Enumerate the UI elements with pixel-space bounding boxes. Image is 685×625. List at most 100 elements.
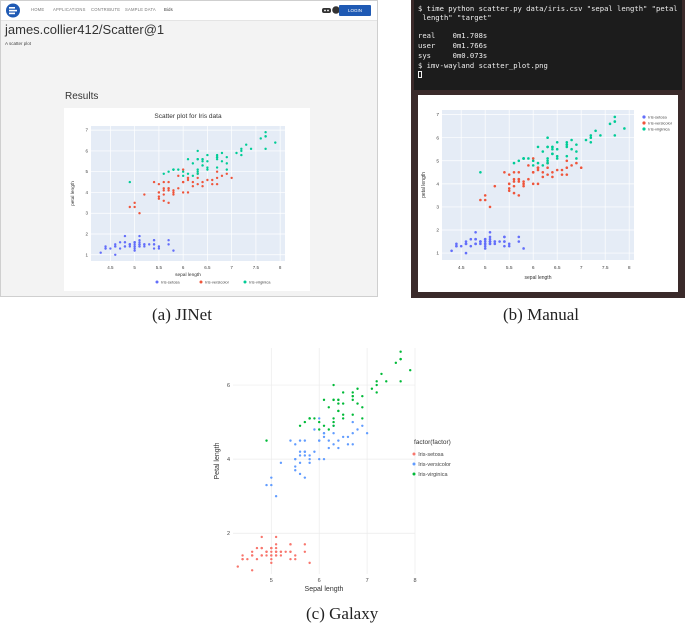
jinet-logo-icon[interactable] <box>5 3 21 18</box>
x-tick-label: 8 <box>413 578 416 584</box>
data-point-virginica <box>527 157 530 160</box>
data-point-virginica <box>565 145 569 149</box>
plot-background <box>233 348 415 574</box>
data-point-versicolor <box>177 174 180 178</box>
data-point-setosa <box>279 554 283 557</box>
data-point-versicolor <box>274 494 278 498</box>
data-point-versicolor <box>546 173 549 176</box>
data-point-setosa <box>493 240 497 243</box>
data-point-virginica <box>196 149 199 153</box>
data-point-versicolor <box>337 439 340 442</box>
data-point-setosa <box>270 561 273 565</box>
data-point-versicolor <box>327 439 330 442</box>
terminal-window[interactable]: $ time python scatter.py data/iris.csv "… <box>414 0 682 90</box>
data-point-setosa <box>488 237 492 241</box>
github-icon[interactable] <box>332 6 340 14</box>
data-point-versicolor <box>536 166 540 169</box>
data-point-setosa <box>250 554 254 557</box>
data-point-virginica <box>191 162 195 165</box>
data-point-setosa <box>522 247 525 250</box>
data-point-setosa <box>104 247 107 250</box>
data-point-virginica <box>172 168 175 171</box>
y-tick-label: 5 <box>436 158 439 164</box>
x-tick-label: 7.5 <box>253 265 260 270</box>
data-point-virginica <box>361 406 364 409</box>
data-point-versicolor <box>332 432 335 435</box>
data-point-virginica <box>589 141 593 144</box>
data-point-versicolor <box>201 185 204 188</box>
legend-marker <box>412 452 416 456</box>
nav-sample-data[interactable]: SAMPLE DATA <box>125 7 156 12</box>
data-point-virginica <box>385 380 388 383</box>
caption-c: (c) Galaxy <box>306 604 379 623</box>
data-point-virginica <box>575 143 578 146</box>
discord-icon[interactable] <box>322 7 331 14</box>
data-point-virginica <box>555 147 559 151</box>
data-point-versicolor <box>318 457 321 461</box>
x-tick-label: 5.5 <box>506 265 513 271</box>
data-point-setosa <box>250 569 254 572</box>
data-point-setosa <box>507 242 511 246</box>
y-tick-label: 4 <box>436 181 439 187</box>
legend-marker <box>243 280 247 284</box>
data-point-versicolor <box>303 439 307 442</box>
jinet-navbar: HOME APPLICATIONS CONTRIBUTE SAMPLE DATA… <box>1 1 377 21</box>
data-point-virginica <box>240 147 243 151</box>
data-point-setosa <box>469 237 473 241</box>
data-point-virginica <box>177 168 180 171</box>
data-point-virginica <box>322 398 326 402</box>
y-tick-label: 4 <box>227 457 230 463</box>
manual-scatter-chart: 4.5 5 5.5 6 6.5 7 7.5 8 1 2 3 4 5 6 7 sepal length petal… <box>421 110 673 281</box>
data-point-setosa <box>303 543 307 546</box>
login-button[interactable]: LOGIN <box>339 5 371 16</box>
data-point-virginica <box>298 424 302 428</box>
data-point-virginica <box>265 439 268 442</box>
nav-bids[interactable]: Bids <box>164 7 173 12</box>
legend-marker <box>199 280 203 284</box>
nav-applications[interactable]: APPLICATIONS <box>53 7 86 12</box>
data-point-virginica <box>264 131 267 134</box>
data-point-virginica <box>162 172 165 175</box>
data-point-virginica <box>380 372 383 376</box>
data-point-setosa <box>114 245 117 248</box>
data-point-versicolor <box>157 182 161 186</box>
data-point-virginica <box>167 170 170 173</box>
data-point-virginica <box>206 153 209 157</box>
data-point-setosa <box>488 240 492 243</box>
data-point-virginica <box>206 168 209 171</box>
data-point-setosa <box>123 245 127 248</box>
data-point-versicolor <box>196 176 199 180</box>
data-point-virginica <box>308 417 311 420</box>
nav-contribute[interactable]: CONTRIBUTE <box>91 7 121 12</box>
x-tick-label: 7 <box>580 265 583 271</box>
data-point-versicolor <box>517 177 521 181</box>
y-axis-label: Petal length <box>214 442 221 479</box>
data-point-virginica <box>186 158 190 161</box>
data-point-virginica <box>522 157 525 160</box>
data-point-virginica <box>322 424 326 428</box>
data-point-versicolor <box>162 180 165 184</box>
data-point-setosa <box>474 242 477 246</box>
y-tick-label: 3 <box>85 211 88 216</box>
data-point-setosa <box>123 234 127 238</box>
data-point-versicolor <box>507 187 511 190</box>
data-point-virginica <box>332 417 335 420</box>
y-tick-label: 7 <box>85 128 88 133</box>
data-point-virginica <box>332 424 335 428</box>
nav-home[interactable]: HOME <box>31 7 45 12</box>
x-tick-label: 7 <box>230 265 233 270</box>
data-point-versicolor <box>303 476 307 479</box>
data-point-setosa <box>279 550 283 553</box>
data-point-setosa <box>303 550 307 553</box>
data-point-versicolor <box>536 182 540 186</box>
data-point-setosa <box>167 243 170 246</box>
data-point-versicolor <box>162 199 165 202</box>
data-point-versicolor <box>536 168 540 172</box>
data-point-virginica <box>565 154 569 158</box>
image-viewer-window[interactable]: 4.5 5 5.5 6 6.5 7 7.5 8 1 2 3 4 5 6 7 sepal length petal… <box>418 95 678 292</box>
data-point-virginica <box>332 398 335 402</box>
x-tick-label: 4.5 <box>107 265 114 270</box>
data-point-versicolor <box>531 171 535 174</box>
y-tick-label: 4 <box>85 190 88 195</box>
data-point-setosa <box>250 550 254 553</box>
